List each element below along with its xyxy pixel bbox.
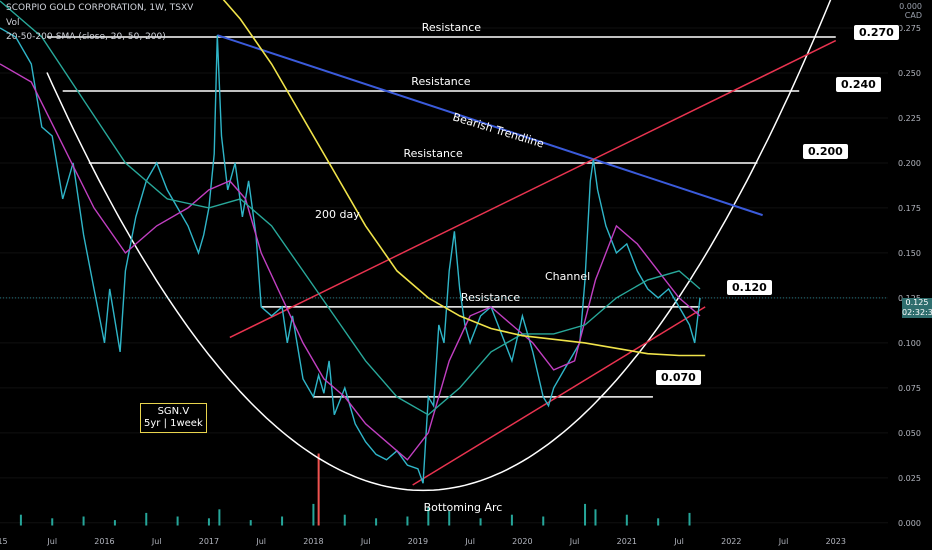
bar-countdown: 02:32:34 <box>902 308 932 317</box>
level-bubble-0270: 0.270 <box>853 24 900 41</box>
resistance-label: Resistance <box>411 75 471 88</box>
series-price <box>0 27 701 484</box>
grid <box>0 27 888 524</box>
level-bubble-0070: 0.070 <box>655 369 702 386</box>
channel-upper <box>229 39 837 339</box>
volume-bar <box>113 520 116 526</box>
channel-lower <box>412 306 706 486</box>
currency-top: 0.000 <box>899 2 922 11</box>
volume-bar <box>427 507 430 526</box>
y-tick-label: 0.200 <box>898 159 921 168</box>
volume-bar <box>281 516 284 526</box>
level-bubble-0240: 0.240 <box>835 76 882 93</box>
series-sma20 <box>0 63 701 461</box>
y-tick-label: 0.075 <box>898 384 921 393</box>
symbol-info-period: 5yr | 1week <box>144 418 203 429</box>
series-sma50 <box>0 0 701 416</box>
currency-code: CAD <box>904 11 922 20</box>
y-tick-label: 0.100 <box>898 339 921 348</box>
symbol-info-box: SGN.V 5yr | 1week <box>140 403 207 433</box>
y-axis-background <box>888 0 932 550</box>
volume-bar <box>625 514 628 526</box>
resistance-label: Resistance <box>422 21 482 34</box>
volume-bar <box>594 509 597 526</box>
volume-bar <box>375 518 378 526</box>
currency-label[interactable]: 0.000 CAD <box>899 2 922 20</box>
x-tick-label: Jul <box>464 537 475 546</box>
volume-bar <box>51 518 54 526</box>
y-tick-label: 0.275 <box>898 24 921 33</box>
x-tick-label: 2023 <box>826 537 846 546</box>
volume-bar <box>343 514 346 526</box>
last-price-tag: 0.125 02:32:34 <box>902 298 932 318</box>
symbol-info-ticker: SGN.V <box>157 406 190 417</box>
x-tick-label: Jul <box>360 537 371 546</box>
volume-bar <box>317 453 320 526</box>
symbol-title[interactable]: SCORPIO GOLD CORPORATION, 1W, TSXV <box>6 3 194 13</box>
y-axis: 0.000 0.025 0.050 0.075 0.100 0.125 0.150 0.175… <box>888 0 932 550</box>
volume-bar <box>542 516 545 526</box>
volume-bars <box>19 453 691 526</box>
x-tick-label: 2017 <box>199 537 219 546</box>
volume-legend[interactable]: Vol <box>6 18 20 28</box>
volume-bar <box>479 518 482 526</box>
volume-bar <box>584 503 587 526</box>
volume-bar <box>19 514 22 526</box>
sma200-label: 200 day <box>315 208 360 221</box>
x-tick-label: Jul <box>255 537 266 546</box>
y-tick-label: 0.000 <box>898 519 921 528</box>
sma-legend[interactable]: 20-50-200-SMA (close, 20, 50, 200) <box>6 32 166 42</box>
y-tick-label: 0.225 <box>898 114 921 123</box>
volume-bar <box>448 511 451 526</box>
volume-bar <box>510 514 513 526</box>
arc-label: Bottoming Arc <box>424 501 503 514</box>
resistance-levels: Resistance Resistance Resistance Resistance <box>47 21 836 398</box>
y-tick-label: 0.025 <box>898 474 921 483</box>
volume-bar <box>82 516 85 526</box>
x-tick-label: Jul <box>569 537 580 546</box>
y-tick-label: 0.250 <box>898 69 921 78</box>
x-tick-label: Jul <box>778 537 789 546</box>
x-tick-label: 2019 <box>408 537 428 546</box>
x-tick-label: 2022 <box>721 537 741 546</box>
x-tick-label: 015 <box>0 537 8 546</box>
x-tick-label: Jul <box>673 537 684 546</box>
bottoming-arc <box>46 0 832 492</box>
x-tick-label: Jul <box>46 537 57 546</box>
volume-bar <box>176 516 179 526</box>
x-tick-label: 2016 <box>94 537 114 546</box>
x-tick-label: 2020 <box>512 537 532 546</box>
resistance-label: Resistance <box>461 291 521 304</box>
volume-bar <box>657 518 660 526</box>
level-bubble-0120: 0.120 <box>726 279 773 296</box>
series-sma200 <box>222 0 706 357</box>
y-tick-label: 0.175 <box>898 204 921 213</box>
volume-bar <box>207 518 210 526</box>
volume-bar <box>688 512 691 526</box>
volume-bar <box>218 509 221 526</box>
volume-bar <box>249 520 252 526</box>
trendline-label: Bearish Trendline <box>451 110 546 150</box>
last-price: 0.125 <box>905 298 929 307</box>
volume-bar <box>312 503 315 526</box>
volume-bar <box>406 516 409 526</box>
price-and-sma-lines <box>0 0 706 484</box>
x-tick-label: 2021 <box>617 537 637 546</box>
bearish-trendline <box>216 34 763 217</box>
level-bubble-0200: 0.200 <box>802 143 849 160</box>
volume-bar <box>145 512 148 526</box>
x-tick-label: 2018 <box>303 537 323 546</box>
x-axis: 015 Jul 2016 Jul 2017 Jul 2018 Jul 2019 Jul 2020 Ju… <box>0 537 846 546</box>
channel-label: Channel <box>545 270 590 283</box>
resistance-label: Resistance <box>403 147 463 160</box>
y-tick-label: 0.050 <box>898 429 921 438</box>
y-tick-label: 0.150 <box>898 249 921 258</box>
x-tick-label: Jul <box>151 537 162 546</box>
